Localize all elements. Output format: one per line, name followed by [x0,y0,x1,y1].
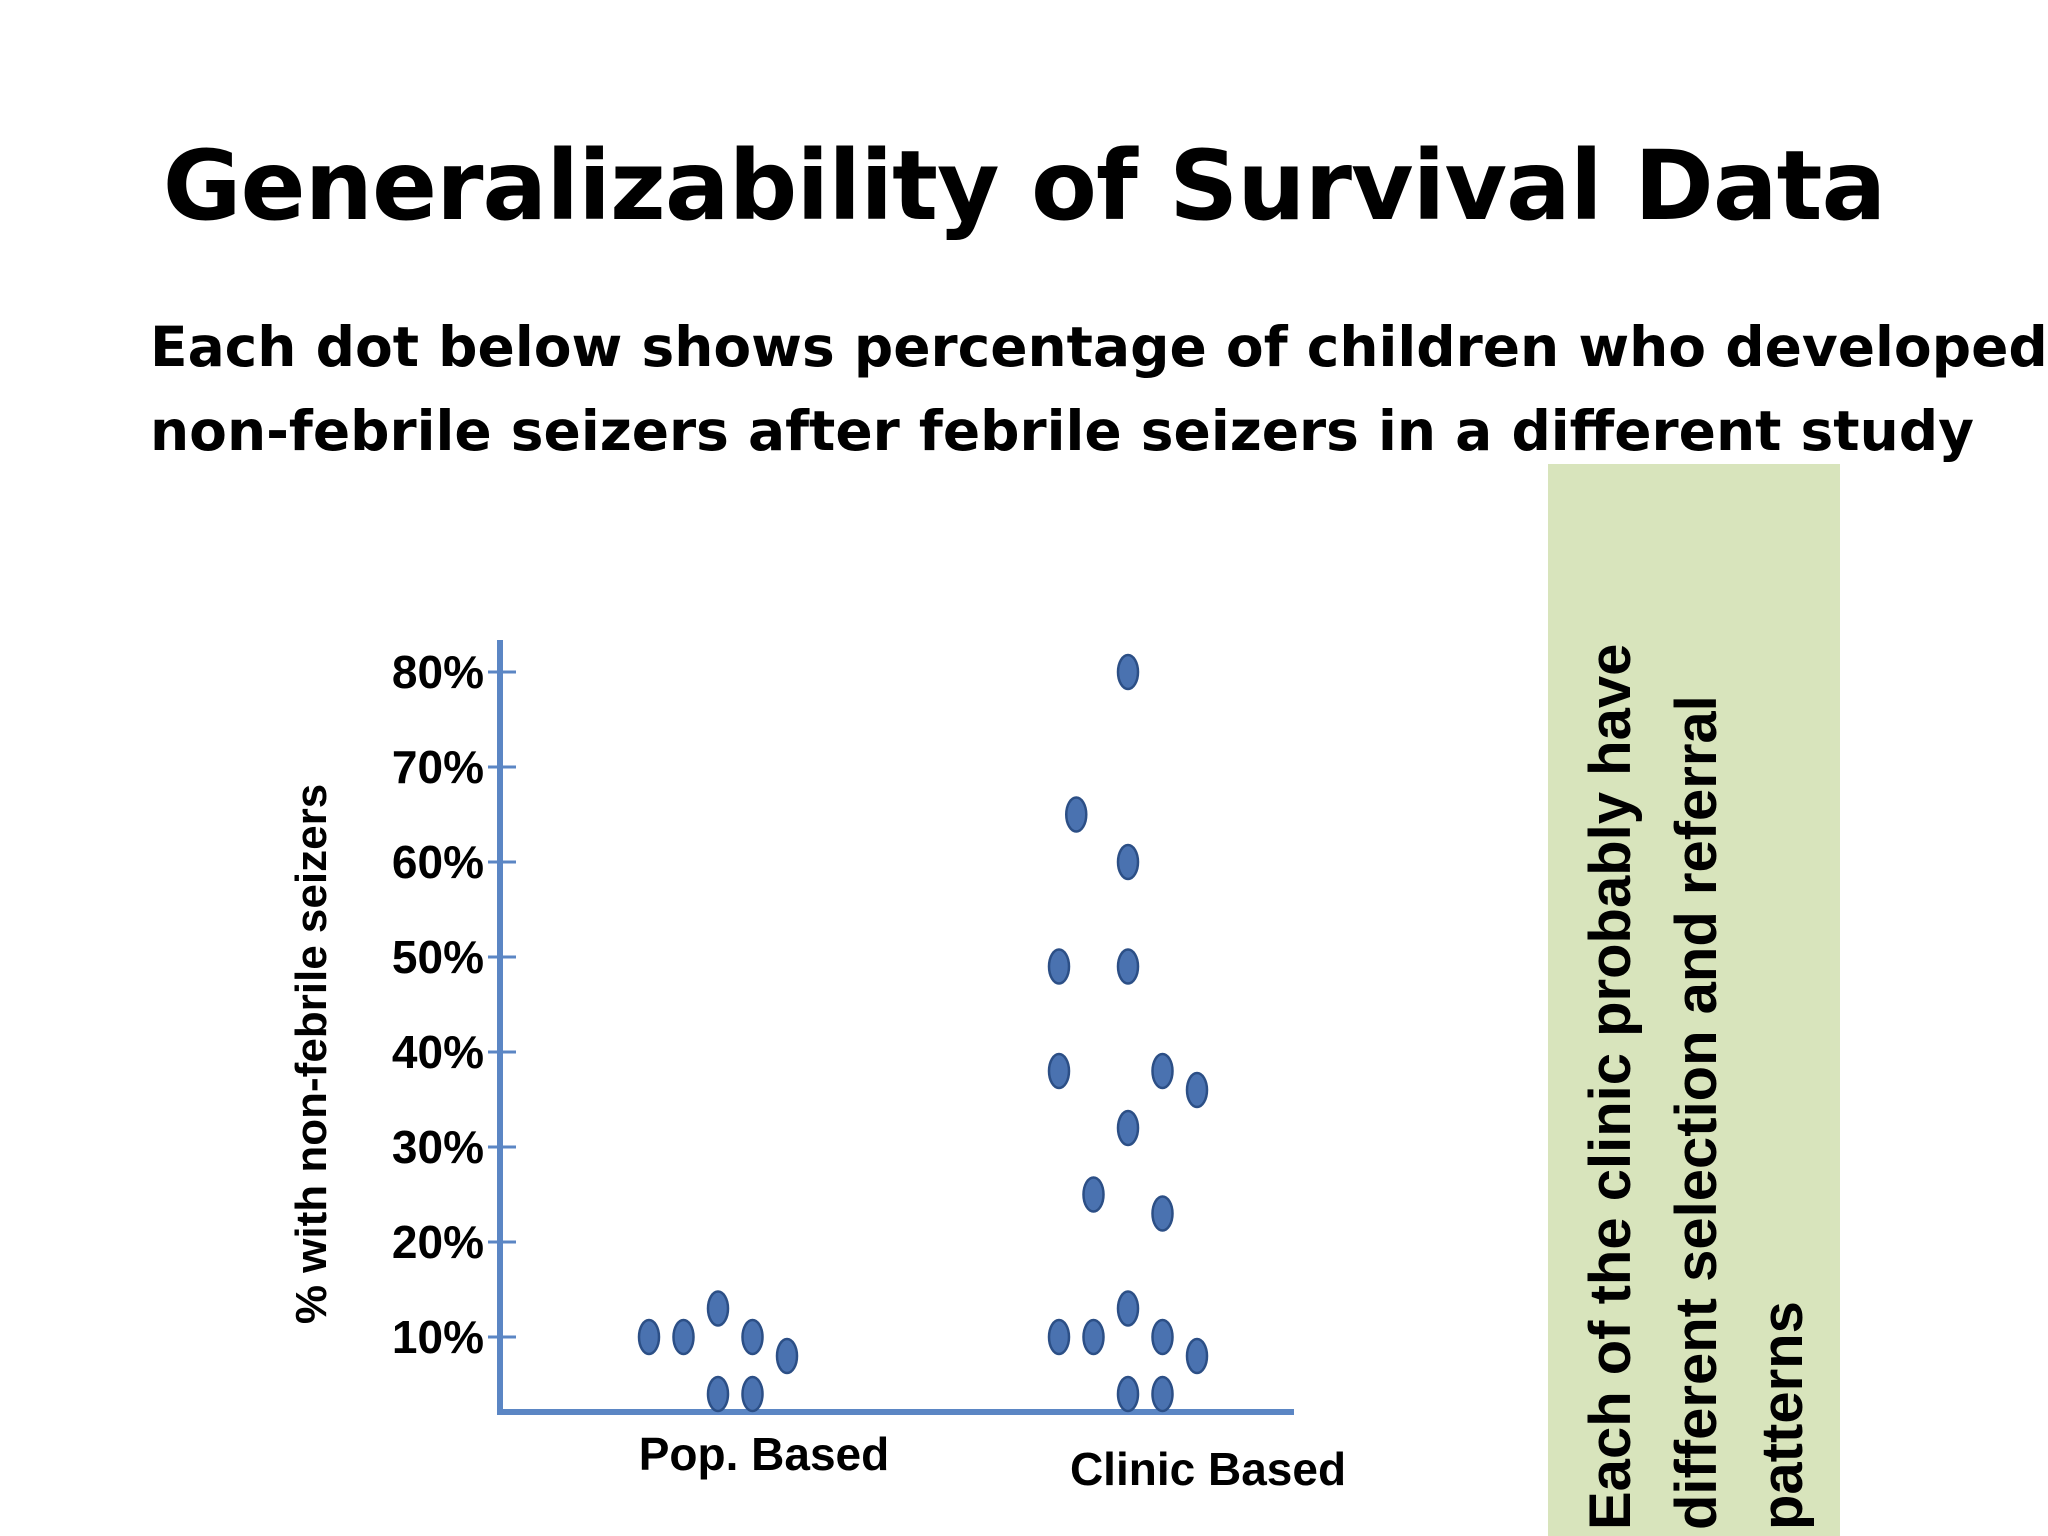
y-tick-label-50: 50% [392,931,484,983]
data-point-7 [741,1375,764,1413]
data-point-1 [706,1290,730,1327]
data-point-9 [1065,796,1088,833]
subtitle-line-1: Each dot below shows percentage of child… [150,315,2048,379]
callout-box [1548,464,1840,1536]
data-point-12 [1116,948,1140,985]
x-axis-category-labels: Pop. Based Clinic Based [639,1428,1346,1495]
data-point-11 [1047,948,1071,985]
data-point-17 [1082,1176,1105,1213]
data-point-16 [1116,1109,1140,1147]
data-point-24 [1116,1375,1140,1413]
y-tick-label-40: 40% [392,1026,484,1078]
data-point-4 [741,1318,764,1356]
data-point-3 [672,1318,695,1356]
data-points [637,653,1209,1413]
data-point-25 [1151,1375,1174,1413]
y-tick-label-20: 20% [392,1216,484,1268]
data-point-8 [1116,653,1140,691]
y-tick-label-70: 70% [392,741,484,793]
chart-axes [497,640,1294,1415]
data-point-20 [1047,1318,1071,1356]
data-point-13 [1047,1052,1071,1090]
data-point-10 [1116,843,1140,881]
slide-title: Generalizability of Survival Data [162,130,1887,242]
data-point-22 [1151,1318,1174,1356]
subtitle-line-2: non-febrile seizers after febrile seizer… [150,399,1974,463]
data-point-18 [1151,1195,1174,1232]
y-tick-label-10: 10% [392,1311,484,1363]
x-category-label-1: Pop. Based [639,1428,890,1480]
data-point-23 [1185,1337,1209,1375]
x-category-label-2: Clinic Based [1070,1443,1346,1495]
y-tick-label-80: 80% [392,646,484,698]
data-point-6 [706,1375,730,1413]
y-tick-label-30: 30% [392,1121,484,1173]
data-point-2 [637,1318,661,1356]
data-point-19 [1116,1290,1140,1327]
data-point-14 [1151,1052,1174,1090]
slide-subtitle: Each dot below shows percentage of child… [150,305,2048,473]
data-point-5 [775,1337,799,1375]
data-point-21 [1082,1318,1105,1356]
y-tick-label-60: 60% [392,836,484,888]
y-axis-label: % with non-febrile seizers [287,784,336,1324]
y-axis-tick-labels: 10% 20% 30% 40% 50% 60% 70% 80% [392,646,484,1363]
data-point-15 [1185,1071,1209,1109]
y-axis-ticks [488,670,516,1339]
